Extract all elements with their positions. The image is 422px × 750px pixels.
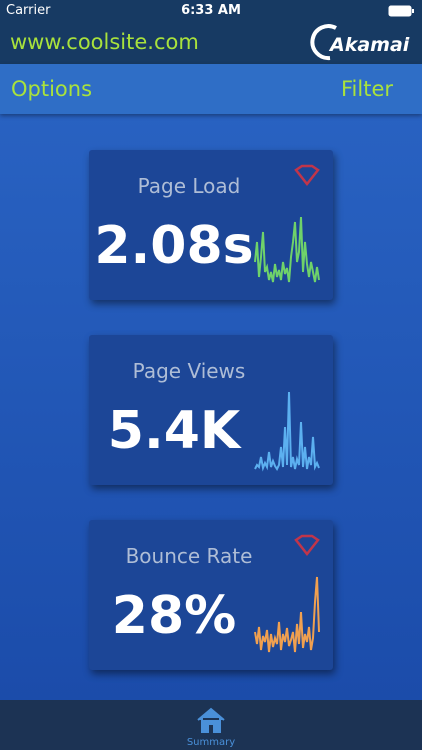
- nav-bar: Options Filter: [0, 64, 422, 114]
- card-value: 2.08s: [94, 216, 254, 276]
- brand-logo: [310, 24, 337, 61]
- card-value: 5.4K: [107, 401, 241, 461]
- card-value: 28%: [111, 586, 237, 646]
- header: www.coolsite.com Akamai: [0, 22, 422, 64]
- card-title: Bounce Rate: [125, 544, 253, 568]
- metric-card[interactable]: Page Views 5.4K: [89, 335, 333, 485]
- options-button[interactable]: Options: [11, 77, 93, 101]
- home-icon[interactable]: [195, 706, 227, 734]
- metric-card[interactable]: Bounce Rate 28%: [89, 520, 333, 670]
- metric-card[interactable]: Page Load 2.08s: [89, 150, 333, 300]
- card-title: Page Views: [132, 359, 246, 383]
- time: 6:33 AM: [181, 3, 241, 18]
- tab-label[interactable]: Summary: [186, 737, 236, 748]
- brand-name: Akamai: [330, 34, 410, 56]
- tab-bar: Summary: [0, 700, 422, 750]
- card-title: Page Load: [137, 174, 241, 198]
- sparkline: [254, 576, 320, 653]
- sparkline: [254, 216, 320, 283]
- site-url: www.coolsite.com: [10, 30, 199, 54]
- alert-icon: [294, 534, 320, 557]
- carrier: Carrier: [6, 3, 51, 18]
- filter-button[interactable]: Filter: [340, 77, 393, 101]
- sparkline: [254, 391, 320, 472]
- battery-icon: [388, 5, 414, 17]
- alert-icon: [294, 164, 320, 187]
- status-bar: Carrier 6:33 AM: [0, 0, 422, 22]
